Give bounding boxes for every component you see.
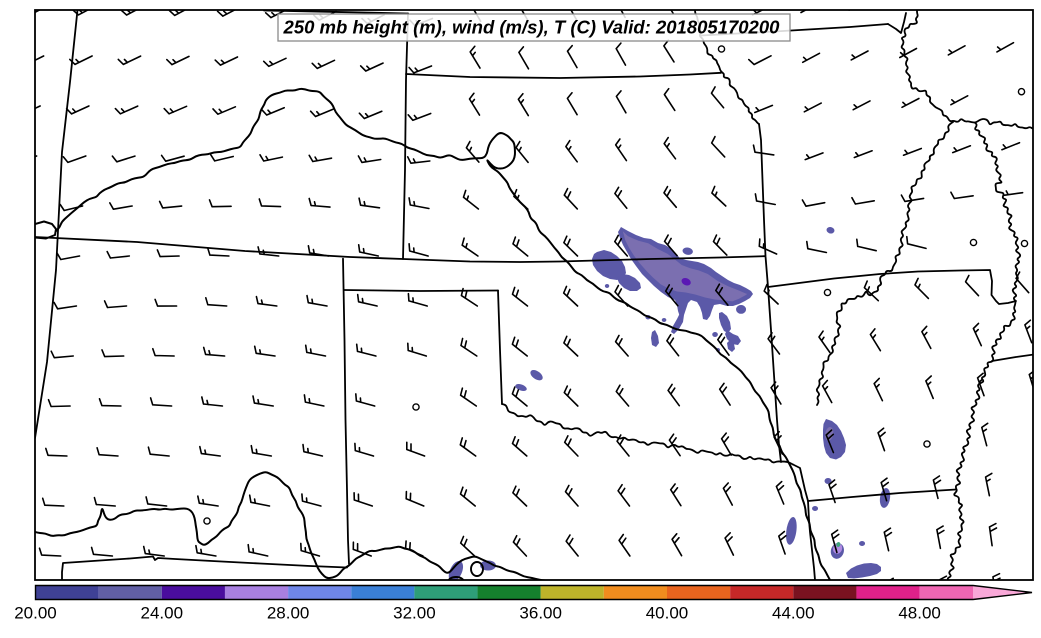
svg-text:48.00: 48.00 xyxy=(898,604,941,623)
svg-text:36.00: 36.00 xyxy=(519,604,562,623)
svg-text:40.00: 40.00 xyxy=(646,604,689,623)
svg-text:20.00: 20.00 xyxy=(14,604,57,623)
svg-text:44.00: 44.00 xyxy=(772,604,815,623)
svg-text:24.00: 24.00 xyxy=(141,604,184,623)
svg-text:28.00: 28.00 xyxy=(267,604,310,623)
svg-text:250 mb height (m), wind (m/s),: 250 mb height (m), wind (m/s), T (C) Val… xyxy=(283,17,781,38)
svg-text:32.00: 32.00 xyxy=(393,604,436,623)
